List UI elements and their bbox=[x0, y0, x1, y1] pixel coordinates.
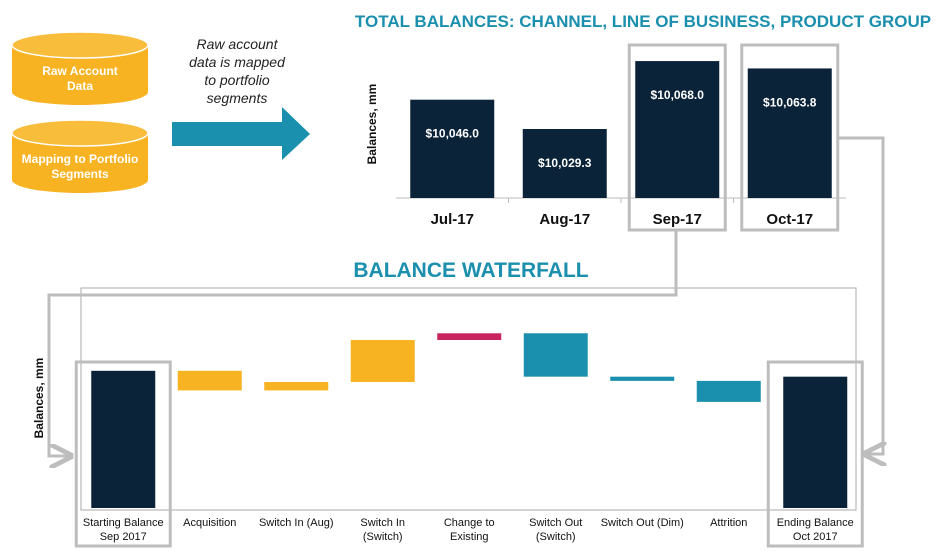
top-month-label: Sep-17 bbox=[653, 211, 702, 228]
cylinder-label-line1: Raw Account bbox=[42, 64, 118, 78]
top-month-label: Oct-17 bbox=[766, 211, 813, 228]
highlight-box-oct-17 bbox=[740, 43, 840, 232]
cylinder-label-line2: Data bbox=[67, 79, 93, 93]
waterfall-bar bbox=[783, 376, 848, 508]
balance-waterfall-chart: Balances, mm Starting Balance Sep 2017 Acq… bbox=[32, 333, 864, 548]
top-chart-title: TOTAL BALANCES: CHANNEL, LINE OF BUSINES… bbox=[355, 12, 931, 31]
top-bar-value-label: $10,068.0 bbox=[651, 88, 705, 102]
connector-arrow-sep-to-start bbox=[47, 231, 678, 456]
waterfall-category-label: Ending Balance bbox=[777, 517, 854, 529]
top-bar-value-label: $10,063.8 bbox=[763, 95, 817, 109]
mapping-note: Raw account data is mapped to portfolio … bbox=[189, 36, 286, 106]
waterfall-category-label: (Switch) bbox=[536, 531, 576, 543]
waterfall-category-label: Switch In bbox=[360, 517, 405, 529]
waterfall-bar bbox=[264, 382, 329, 391]
waterfall-category-label: Switch Out bbox=[529, 517, 582, 529]
waterfall-bar bbox=[91, 370, 156, 508]
cylinder-mapping-segments: Mapping to Portfolio Segments bbox=[11, 119, 149, 193]
note-line: data is mapped bbox=[189, 54, 286, 70]
note-line: Raw account bbox=[197, 36, 279, 52]
waterfall-bar bbox=[177, 370, 242, 391]
top-bar-sep-17 bbox=[635, 61, 720, 198]
waterfall-title: BALANCE WATERFALL bbox=[353, 259, 588, 282]
waterfall-ylabel: Balances, mm bbox=[32, 358, 46, 439]
top-bar-value-label: $10,046.0 bbox=[426, 127, 480, 141]
waterfall-bar bbox=[610, 376, 675, 381]
waterfall-category-label: Switch Out (Dim) bbox=[601, 517, 684, 529]
cylinder-label-line1: Mapping to Portfolio bbox=[22, 152, 139, 166]
waterfall-category-label: Switch In (Aug) bbox=[259, 517, 334, 529]
waterfall-category-label: Attrition bbox=[710, 517, 747, 529]
waterfall-category-label: Acquisition bbox=[183, 517, 236, 529]
total-balances-chart: Balances, mm $10,046.0 Jul-17 $10,029.3 Aug… bbox=[365, 43, 846, 232]
waterfall-bar bbox=[350, 340, 415, 382]
top-bar-aug-17 bbox=[522, 129, 607, 198]
cylinder-label-line2: Segments bbox=[51, 167, 109, 181]
waterfall-highlight-box bbox=[74, 360, 172, 548]
highlight-box-sep-17 bbox=[627, 43, 727, 232]
waterfall-highlight-box bbox=[766, 360, 864, 548]
top-bar-value-label: $10,029.3 bbox=[538, 156, 592, 170]
top-bar-oct-17 bbox=[747, 68, 832, 198]
top-month-label: Jul-17 bbox=[431, 211, 474, 228]
waterfall-frame bbox=[80, 287, 857, 511]
right-arrow-icon bbox=[172, 107, 310, 160]
waterfall-category-label: Change to bbox=[444, 517, 495, 529]
waterfall-bar bbox=[696, 380, 761, 402]
waterfall-category-label: (Switch) bbox=[363, 531, 403, 543]
note-line: segments bbox=[207, 90, 268, 106]
waterfall-category-label: Starting Balance bbox=[83, 517, 164, 529]
top-chart-ylabel: Balances, mm bbox=[365, 84, 379, 165]
waterfall-category-label: Existing bbox=[450, 531, 489, 543]
cylinder-raw-account-data: Raw Account Data bbox=[11, 31, 149, 105]
top-bar-jul-17 bbox=[410, 99, 495, 198]
connector-arrow-oct-to-end bbox=[838, 136, 883, 454]
note-line: to portfolio bbox=[204, 72, 270, 88]
waterfall-bar bbox=[523, 333, 588, 377]
waterfall-category-label: Oct 2017 bbox=[793, 531, 838, 543]
top-month-label: Aug-17 bbox=[539, 211, 590, 228]
waterfall-category-label: Sep 2017 bbox=[100, 531, 147, 543]
waterfall-bar bbox=[437, 333, 502, 340]
